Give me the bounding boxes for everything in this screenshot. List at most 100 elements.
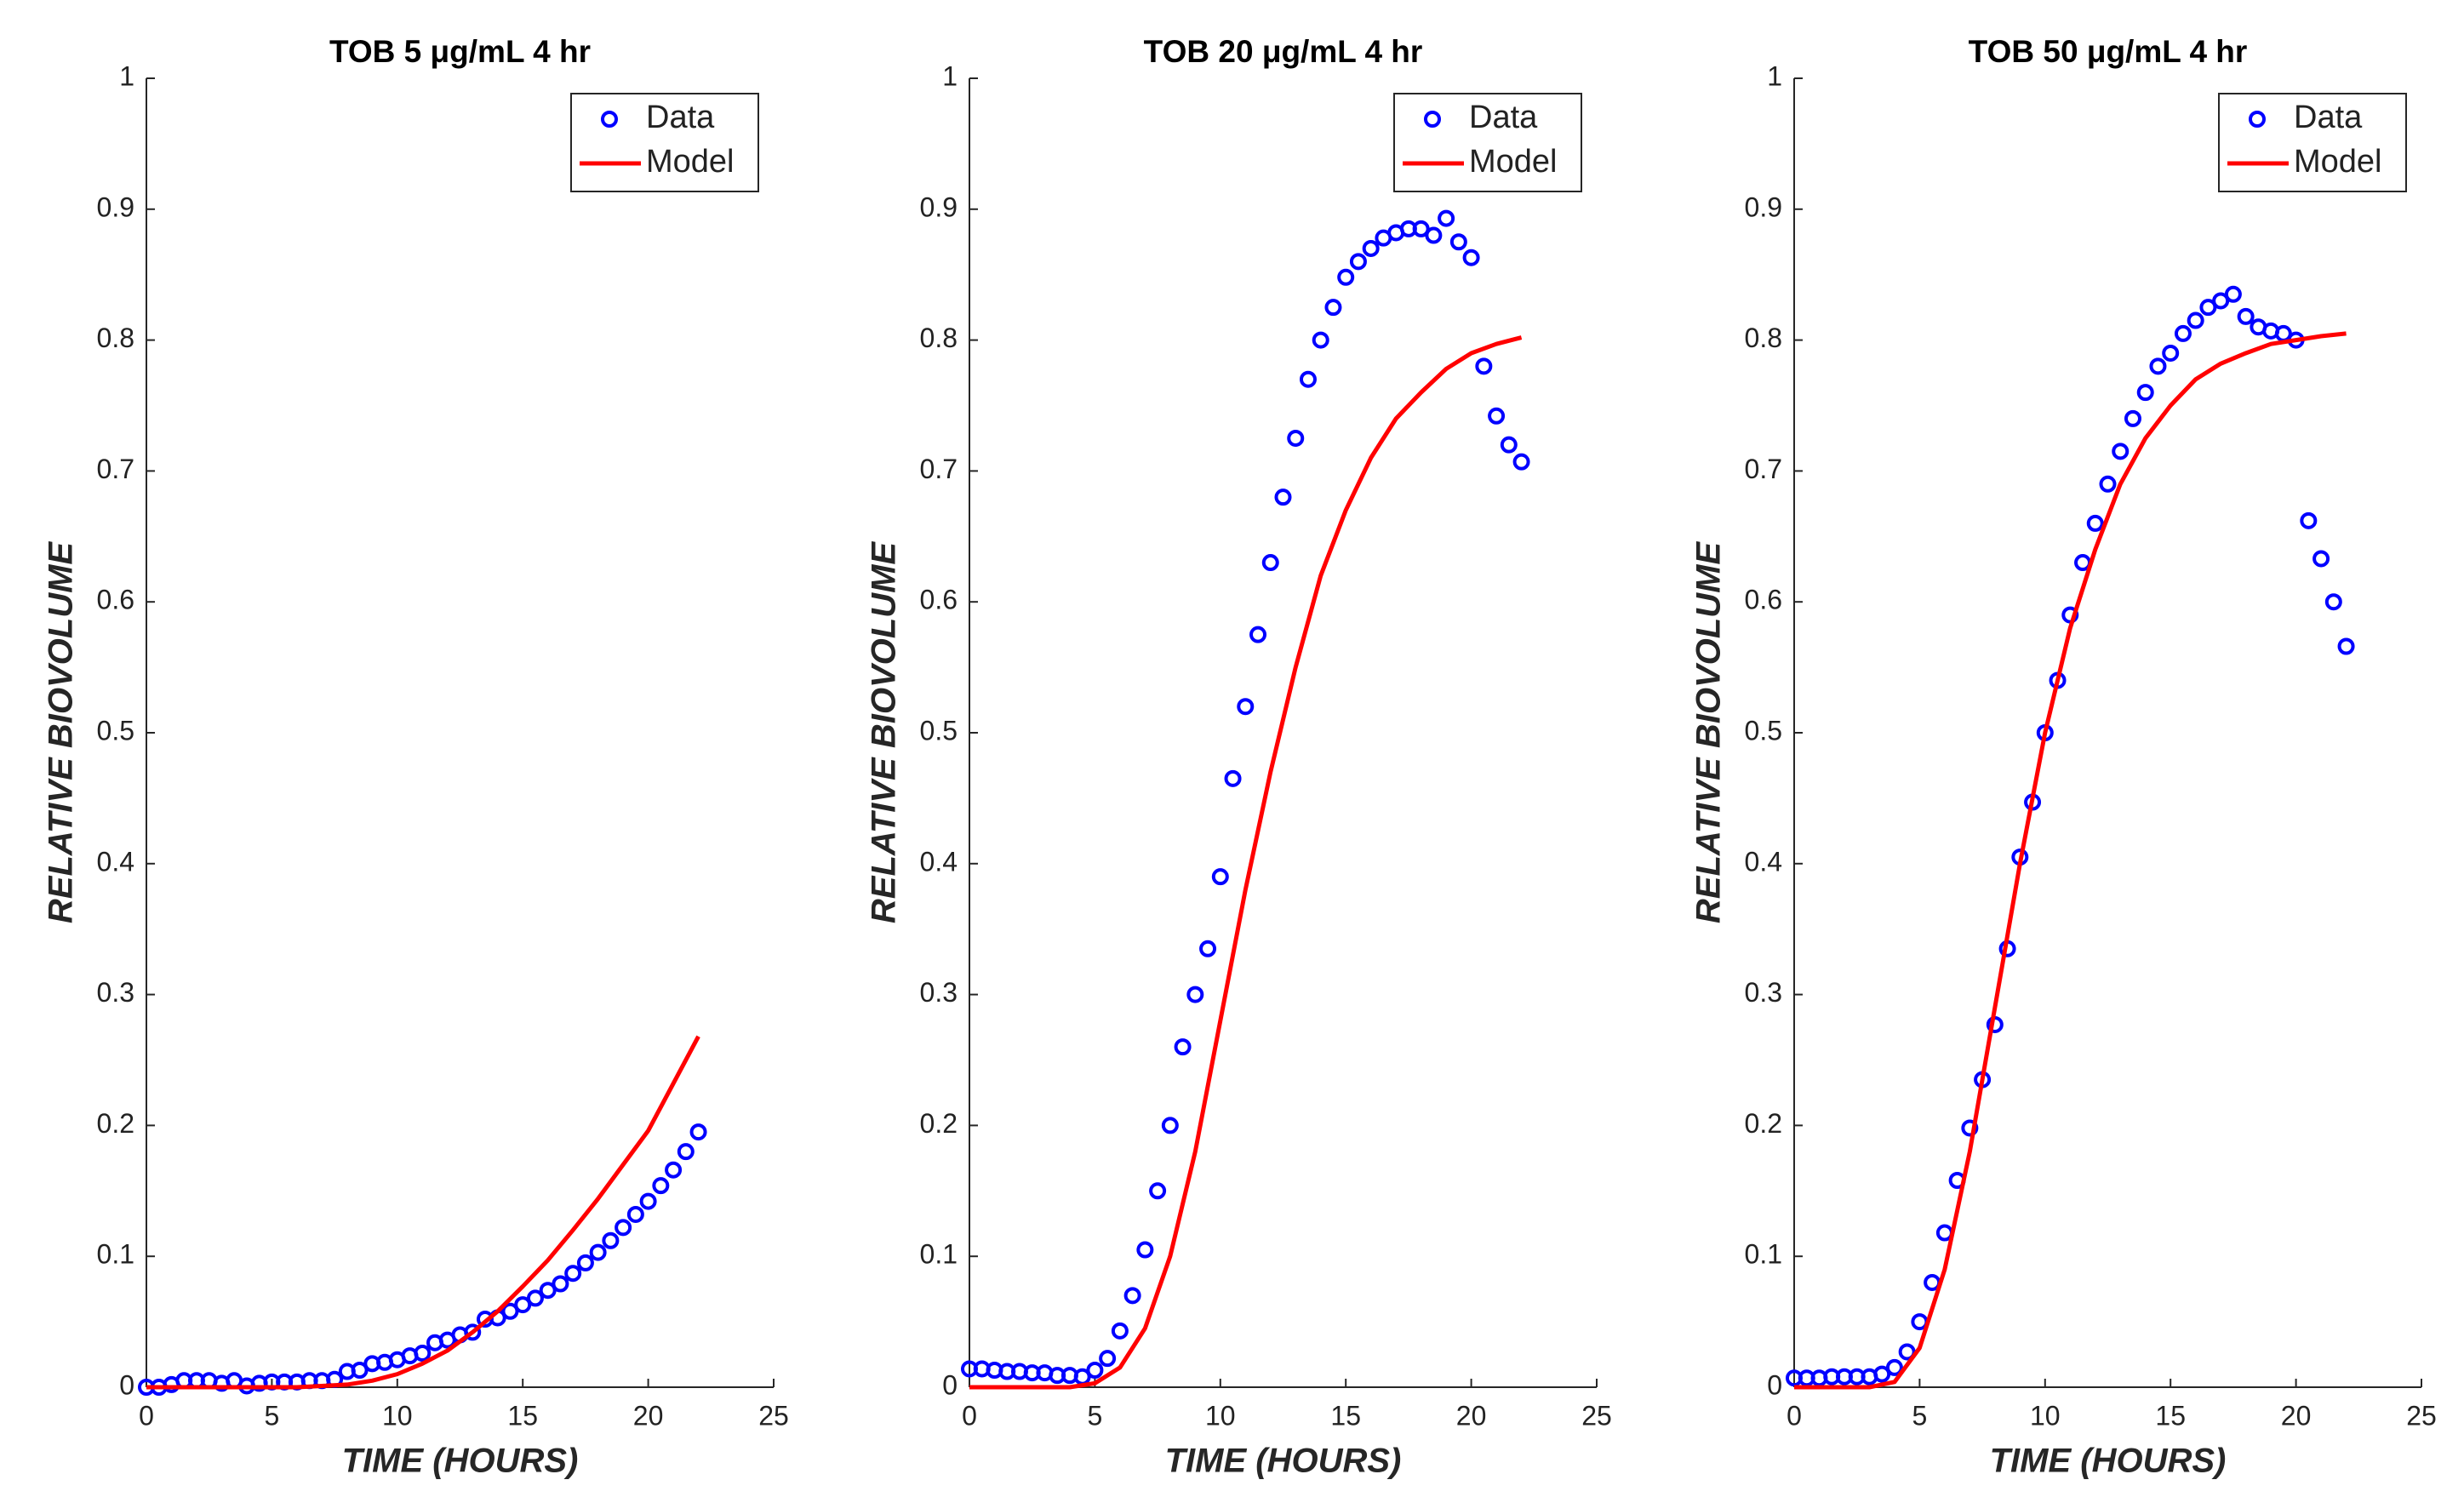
data-point — [1136, 1241, 1154, 1259]
data-point — [626, 1205, 644, 1223]
model-line — [1794, 331, 2347, 1390]
y-tick-label: 0.3 — [1745, 977, 1782, 1008]
x-tick-label: 15 — [507, 1400, 538, 1431]
y-tick-label: 0.2 — [920, 1108, 958, 1139]
data-point — [414, 1345, 432, 1363]
y-tick-label: 0.5 — [97, 715, 134, 746]
y-axis-label: RELATIVE BIOVOLUME — [43, 541, 80, 923]
y-tick-label: 0.5 — [920, 715, 958, 746]
y-tick-label: 0.6 — [920, 585, 958, 615]
data-point — [464, 1323, 482, 1341]
legend: Data Model — [1393, 93, 1582, 192]
data-point — [677, 1143, 695, 1161]
data-point — [639, 1192, 657, 1210]
data-point — [1161, 1117, 1179, 1134]
x-tick-label: 0 — [962, 1400, 977, 1431]
legend-label: Model — [646, 144, 735, 180]
data-point — [1512, 453, 1530, 471]
data-point — [2313, 550, 2330, 568]
data-point — [2337, 637, 2355, 655]
y-tick-label: 0.1 — [97, 1239, 134, 1270]
x-tick-label: 15 — [1330, 1400, 1361, 1431]
data-point — [1961, 1119, 1979, 1137]
data-point — [2199, 299, 2217, 317]
x-tick-label: 25 — [758, 1400, 789, 1431]
data-point — [1099, 1350, 1117, 1368]
data-point — [351, 1362, 369, 1380]
x-tick-label: 0 — [1787, 1400, 1802, 1431]
x-tick-label: 20 — [2281, 1400, 2312, 1431]
data-point — [1337, 268, 1355, 286]
data-point — [501, 1302, 519, 1320]
x-tick-label: 25 — [2406, 1400, 2437, 1431]
y-tick-label: 0.7 — [97, 454, 134, 484]
y-tick-label: 0.7 — [1745, 454, 1782, 484]
data-point — [539, 1282, 557, 1300]
model-line — [969, 335, 1523, 1390]
data-point — [1299, 370, 1317, 388]
data-point — [1462, 249, 1480, 266]
data-point — [1324, 299, 1342, 317]
y-tick-label: 0.9 — [920, 191, 958, 222]
legend-label: Data — [1469, 100, 1538, 135]
y-tick-label: 0.1 — [1745, 1239, 1782, 1270]
data-point — [1237, 698, 1255, 716]
data-point — [615, 1219, 632, 1237]
data-point — [1312, 331, 1329, 349]
x-tick-label: 20 — [1456, 1400, 1487, 1431]
x-tick-label: 10 — [2030, 1400, 2061, 1431]
legend-box — [1393, 93, 1582, 192]
data-point — [2187, 311, 2204, 329]
data-point — [2224, 285, 2242, 303]
data-point — [576, 1254, 594, 1271]
data-point — [564, 1265, 582, 1283]
panel: TOB 5 μg/mL 4 hr TIME (HOURS) RELATIVE BIO… — [43, 34, 789, 1480]
legend-label: Model — [2294, 144, 2382, 180]
panel: TOB 50 μg/mL 4 hr TIME (HOURS) RELATIVE BI… — [1690, 34, 2437, 1480]
data-point — [1249, 626, 1267, 643]
data-point — [652, 1177, 670, 1195]
y-tick-label: 1 — [119, 60, 134, 91]
panel-title: TOB 20 μg/mL 4 hr — [1144, 34, 1423, 69]
data-point — [2162, 344, 2180, 362]
data-point — [1885, 1358, 1903, 1376]
data-point — [2324, 593, 2342, 611]
y-tick-label: 0.2 — [1745, 1108, 1782, 1139]
panel-title: TOB 50 μg/mL 4 hr — [1969, 34, 2248, 69]
data-point — [2174, 324, 2192, 342]
data-point — [1349, 253, 1367, 271]
data-point — [589, 1243, 607, 1261]
y-axis-label: RELATIVE BIOVOLUME — [1690, 541, 1728, 923]
legend-label: Model — [1469, 144, 1558, 180]
data-point — [689, 1123, 707, 1141]
data-point — [1488, 407, 1506, 425]
data-point — [1898, 1343, 1916, 1361]
data-point — [1211, 868, 1229, 886]
x-axis-label: TIME (HOURS) — [342, 1443, 579, 1480]
data-point — [2112, 443, 2130, 460]
data-point — [1149, 1182, 1167, 1200]
data-point — [2136, 384, 2154, 402]
data-point — [514, 1296, 532, 1314]
y-tick-label: 0.4 — [1745, 846, 1782, 877]
data-point — [1873, 1365, 1891, 1383]
y-tick-label: 0.8 — [920, 323, 958, 353]
y-tick-label: 0.2 — [97, 1108, 134, 1139]
data-point — [1199, 940, 1217, 957]
data-point — [1086, 1362, 1104, 1380]
y-tick-label: 1 — [942, 60, 958, 91]
data-point — [1500, 436, 1518, 454]
data-point — [2099, 475, 2117, 493]
legend: Data Model — [570, 93, 759, 192]
y-tick-label: 0 — [942, 1369, 958, 1400]
x-tick-label: 5 — [1912, 1400, 1928, 1431]
y-tick-label: 0.9 — [97, 191, 134, 222]
legend-marker — [1424, 111, 1441, 128]
legend-box — [570, 93, 759, 192]
y-tick-label: 0.9 — [1745, 191, 1782, 222]
legend-label: Data — [646, 100, 715, 135]
x-axis-label: TIME (HOURS) — [1165, 1443, 1402, 1480]
legend-label: Data — [2294, 100, 2363, 135]
y-tick-label: 0.6 — [1745, 585, 1782, 615]
panel: TOB 20 μg/mL 4 hr TIME (HOURS) RELATIVE BI… — [866, 34, 1612, 1480]
